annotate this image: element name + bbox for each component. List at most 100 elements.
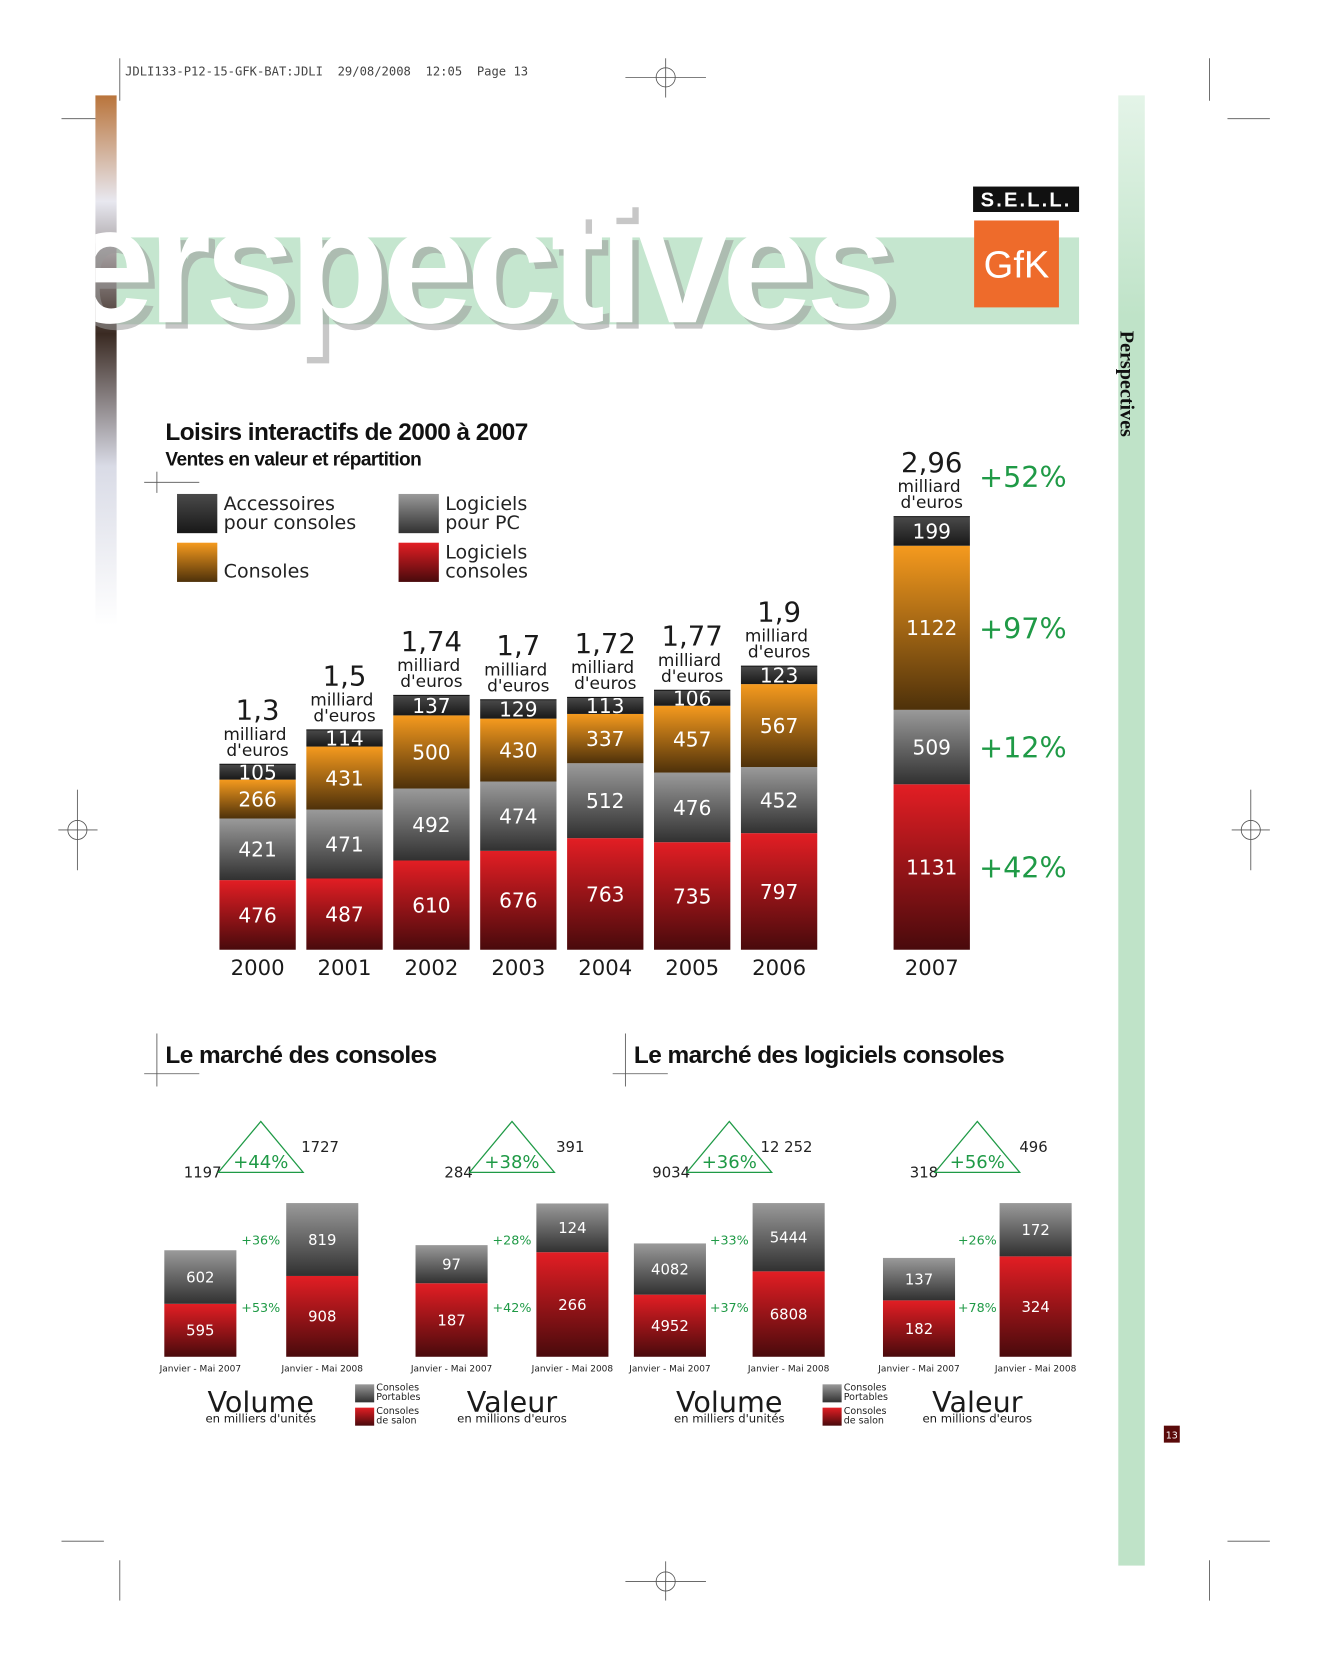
segment-label: 324 (1021, 1299, 1049, 1316)
bar-segment (882, 1300, 956, 1357)
sidebar-strip (1118, 95, 1145, 1566)
x-tick-label: Janvier - Mai 2007 (410, 1365, 492, 1375)
total-label: 1,74 (401, 626, 462, 658)
bar-segment (893, 784, 970, 950)
series-growth: +33% (710, 1232, 749, 1247)
segment-label: 266 (558, 1297, 586, 1314)
segment-label: 500 (412, 740, 450, 764)
bar-segment (219, 880, 296, 950)
total-label: 496 (1019, 1139, 1047, 1156)
bar-segment (219, 764, 296, 780)
series-growth: +28% (493, 1232, 532, 1247)
print-header: JDLI133-P12-15-GFK-BAT:JDLI 29/08/2008 1… (125, 64, 528, 78)
bar-segment (567, 713, 644, 764)
bar-segment (536, 1203, 609, 1253)
total-label: 1727 (301, 1139, 339, 1156)
x-tick-label: 2002 (404, 955, 458, 980)
segment-label: 172 (1021, 1222, 1049, 1239)
total-unit: milliard d'euros (897, 476, 966, 512)
x-tick-label: 2004 (578, 955, 632, 980)
bar-segment (306, 809, 383, 879)
segment-label: 735 (673, 884, 711, 908)
total-label: 1197 (184, 1165, 222, 1182)
legend-swatch (355, 1407, 375, 1426)
bar-segment (999, 1203, 1072, 1257)
total-label: 284 (444, 1165, 472, 1182)
bar-segment (740, 833, 818, 950)
bar-segment (740, 684, 818, 768)
total-label: 1,7 (496, 630, 540, 662)
segment-label: 182 (905, 1321, 933, 1338)
segment-label: 431 (325, 767, 363, 791)
bar-segment (752, 1271, 825, 1357)
legend-swatch (355, 1384, 375, 1403)
bar-segment (480, 718, 557, 782)
segment-label: 266 (238, 787, 276, 811)
x-tick-label: Janvier - Mai 2008 (531, 1365, 614, 1375)
bar-segment (393, 788, 470, 861)
x-tick-label: 2005 (665, 955, 719, 980)
total-label: 2,96 (901, 447, 962, 479)
legend-swatch (177, 493, 218, 534)
page-number-box (1163, 1425, 1180, 1443)
segment-label: 114 (325, 727, 363, 751)
x-tick-label: Janvier - Mai 2008 (994, 1365, 1077, 1375)
section-title: Le marché des consoles (165, 1042, 436, 1069)
growth-label: +36% (702, 1152, 757, 1173)
bar-segment (740, 666, 818, 685)
legend-swatch (398, 493, 439, 534)
bar-segment (480, 781, 557, 851)
segment-label: 512 (586, 789, 624, 813)
bar-segment (999, 1256, 1072, 1357)
total-unit: milliard d'euros (223, 724, 292, 760)
bar-segment (893, 709, 970, 785)
chart-title: Valeur (467, 1385, 558, 1419)
growth-label: +56% (950, 1152, 1005, 1173)
banner: erspectives erspectives (70, 171, 903, 365)
bar-segment (536, 1252, 609, 1357)
segment-label: 452 (760, 789, 798, 813)
bar-segment (306, 746, 383, 810)
segment-label: 476 (238, 903, 276, 927)
bar-segment (219, 818, 296, 881)
legend-swatch (822, 1407, 842, 1426)
x-tick-label: Janvier - Mai 2008 (747, 1365, 830, 1375)
segment-label: 908 (308, 1309, 336, 1326)
total-label: 318 (910, 1165, 938, 1182)
gfk-logo: GfK (984, 244, 1050, 287)
growth-label: +42% (979, 851, 1067, 885)
series-growth: +36% (241, 1232, 280, 1247)
bar-segment (567, 763, 644, 839)
x-tick-label: Janvier - Mai 2007 (628, 1365, 710, 1375)
banner-shadow: erspectives (70, 178, 897, 365)
segment-label: 6808 (770, 1306, 808, 1323)
series-growth: +78% (958, 1300, 997, 1315)
segment-label: 819 (308, 1232, 336, 1249)
segment-label: 797 (760, 880, 798, 904)
x-tick-label: Janvier - Mai 2007 (159, 1365, 241, 1375)
sell-logo-box (973, 186, 1080, 212)
segment-label: 492 (412, 813, 450, 837)
series-growth: +42% (493, 1300, 532, 1315)
bar-segment (654, 705, 731, 773)
legend-swatch (398, 542, 439, 582)
bar-segment (164, 1303, 237, 1357)
segment-label: 676 (499, 889, 537, 913)
bar-segment (164, 1250, 237, 1304)
chart-subtitle: en milliers d'unités (205, 1411, 316, 1425)
bar-segment (286, 1275, 359, 1357)
legend-label: Consoles de salon (844, 1406, 890, 1427)
bar-segment (480, 850, 557, 950)
total-label: 1,77 (662, 621, 723, 653)
bar-segment (480, 699, 557, 719)
segment-label: 97 (442, 1256, 461, 1273)
bar-segment (633, 1294, 706, 1357)
growth-label: +97% (979, 611, 1067, 645)
x-tick-label: 2000 (231, 955, 285, 980)
legend-label: Logiciels pour PC (445, 493, 533, 534)
bar-segment (219, 779, 296, 819)
growth-arrow (468, 1120, 556, 1173)
x-tick-label: Janvier - Mai 2008 (281, 1365, 364, 1375)
bar-segment (882, 1257, 956, 1301)
sidebar-title: Perspectives (1115, 331, 1137, 437)
